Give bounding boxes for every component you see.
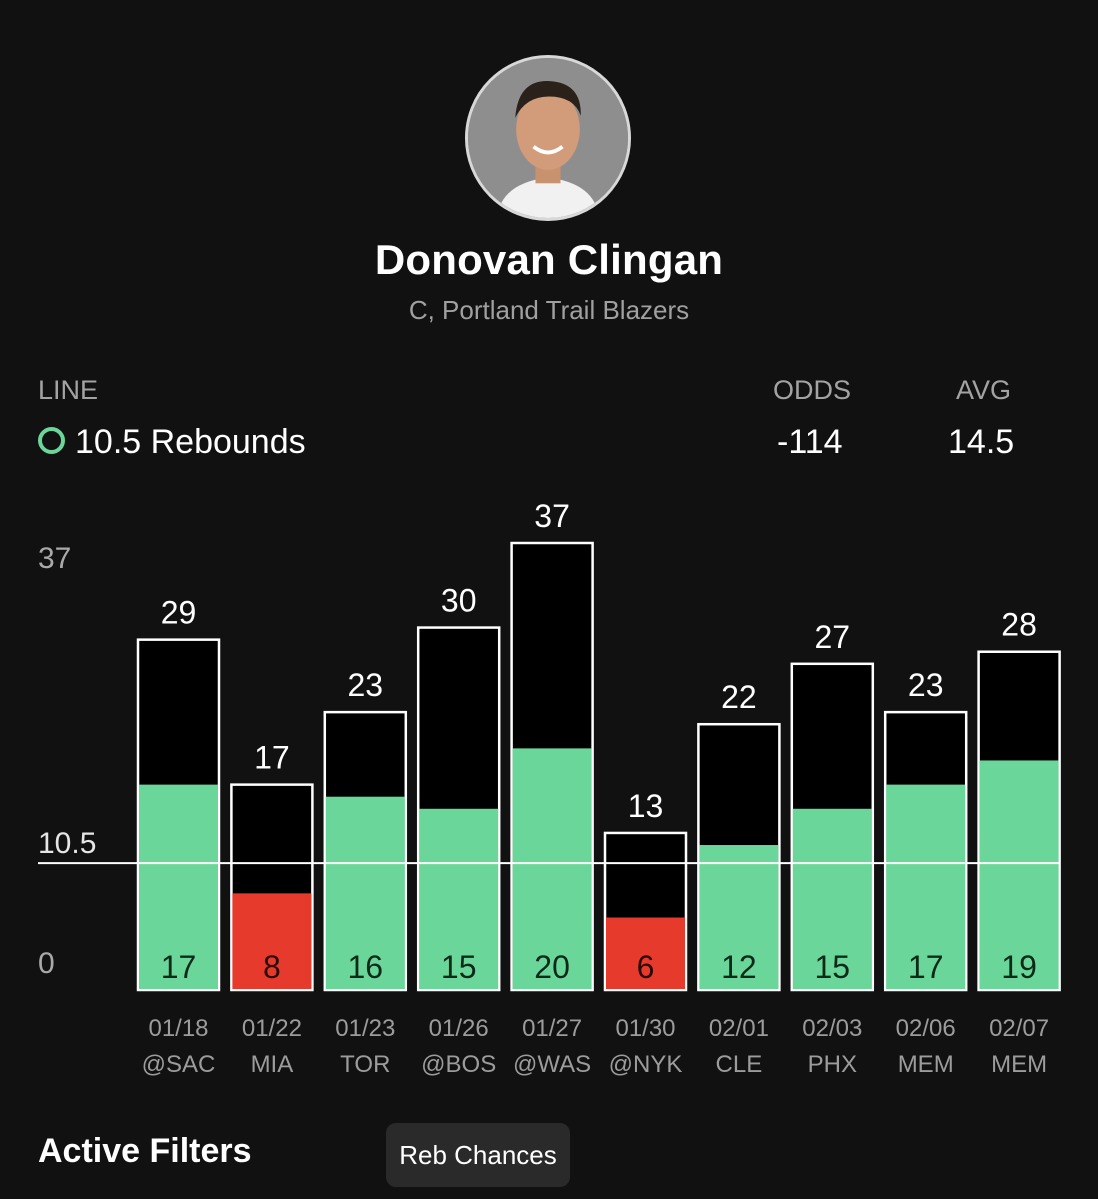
odds-value: -114 (777, 423, 843, 461)
rebounds-value-label: 20 (534, 949, 570, 985)
chances-value-label: 23 (908, 667, 944, 703)
game-opponent-label: @WAS (513, 1051, 591, 1078)
rebounds-value-label: 19 (1001, 949, 1037, 985)
chances-value-label: 28 (1001, 607, 1037, 643)
game-date-label: 02/06 (896, 1015, 956, 1042)
game-opponent-label: @NYK (609, 1051, 683, 1078)
rebounds-bar-under (232, 893, 312, 989)
rebounds-value-label: 17 (908, 949, 944, 985)
game-date-label: 01/26 (429, 1015, 489, 1042)
rebounds-bar-chart: 29 17 01/18 @SAC 17 8 01/22 MIA 23 16 01/23 TOR 30 15… (38, 498, 1061, 1078)
chances-value-label: 23 (348, 667, 384, 703)
odds-label: ODDS (773, 375, 852, 405)
player-photo (468, 58, 628, 218)
game-opponent-label: TOR (340, 1051, 390, 1078)
chances-value-label: 13 (628, 788, 664, 824)
game-opponent-label: @BOS (421, 1051, 496, 1078)
y-tick-max: 37 (38, 542, 72, 575)
rebounds-bar-over (419, 808, 499, 989)
game-date-label: 01/27 (522, 1015, 582, 1042)
game-date-label: 02/03 (802, 1015, 862, 1042)
game-date-label: 01/23 (335, 1015, 395, 1042)
chances-value-label: 27 (815, 619, 851, 655)
game-date-label: 02/01 (709, 1015, 769, 1042)
player-name: Donovan Clingan (374, 236, 724, 283)
rebounds-value-label: 8 (263, 949, 281, 985)
game-opponent-label: CLE (716, 1051, 763, 1078)
game-date-label: 01/22 (242, 1015, 302, 1042)
y-tick-zero: 0 (38, 947, 55, 980)
rebounds-bar-over (792, 808, 872, 989)
chances-value-label: 30 (441, 583, 477, 619)
rebounds-value-label: 17 (161, 949, 197, 985)
avg-label: AVG (956, 375, 1012, 405)
chances-value-label: 37 (534, 498, 570, 534)
game-date-label: 02/07 (989, 1015, 1049, 1042)
rebounds-bar-over (512, 748, 592, 989)
rebounds-bar-over (886, 784, 966, 989)
chances-value-label: 17 (254, 740, 290, 776)
rebounds-value-label: 15 (441, 949, 477, 985)
rebounds-bar-over (979, 760, 1059, 989)
rebounds-value-label: 16 (348, 949, 384, 985)
rebounds-value-label: 6 (637, 949, 655, 985)
game-opponent-label: MEM (991, 1051, 1047, 1078)
avg-value: 14.5 (948, 423, 1015, 461)
rebounds-value-label: 12 (721, 949, 757, 985)
game-opponent-label: MEM (898, 1051, 954, 1078)
rebounds-bar-under (606, 917, 685, 989)
filter-chip-reb-chances[interactable]: Reb Chances (386, 1123, 570, 1187)
y-tick-line: 10.5 (38, 827, 97, 860)
game-date-label: 01/18 (148, 1015, 208, 1042)
line-label: LINE (38, 375, 99, 405)
game-opponent-label: @SAC (142, 1051, 216, 1078)
game-opponent-label: MIA (251, 1051, 294, 1078)
chances-value-label: 22 (721, 679, 757, 715)
line-value-text: 10.5 Rebounds (75, 423, 306, 461)
over-marker-icon (38, 427, 65, 454)
rebounds-bar-over (699, 845, 779, 989)
player-position-team: C, Portland Trail Blazers (408, 295, 690, 325)
active-filters-title: Active Filters (38, 1132, 252, 1170)
rebounds-value-label: 15 (815, 949, 851, 985)
line-value: 10.5 Rebounds (38, 423, 306, 462)
player-avatar (465, 55, 631, 221)
game-opponent-label: PHX (808, 1051, 857, 1078)
rebounds-bar-over (325, 796, 405, 989)
chances-value-label: 29 (161, 595, 197, 631)
rebounds-bar-over (139, 784, 218, 989)
game-date-label: 01/30 (615, 1015, 675, 1042)
